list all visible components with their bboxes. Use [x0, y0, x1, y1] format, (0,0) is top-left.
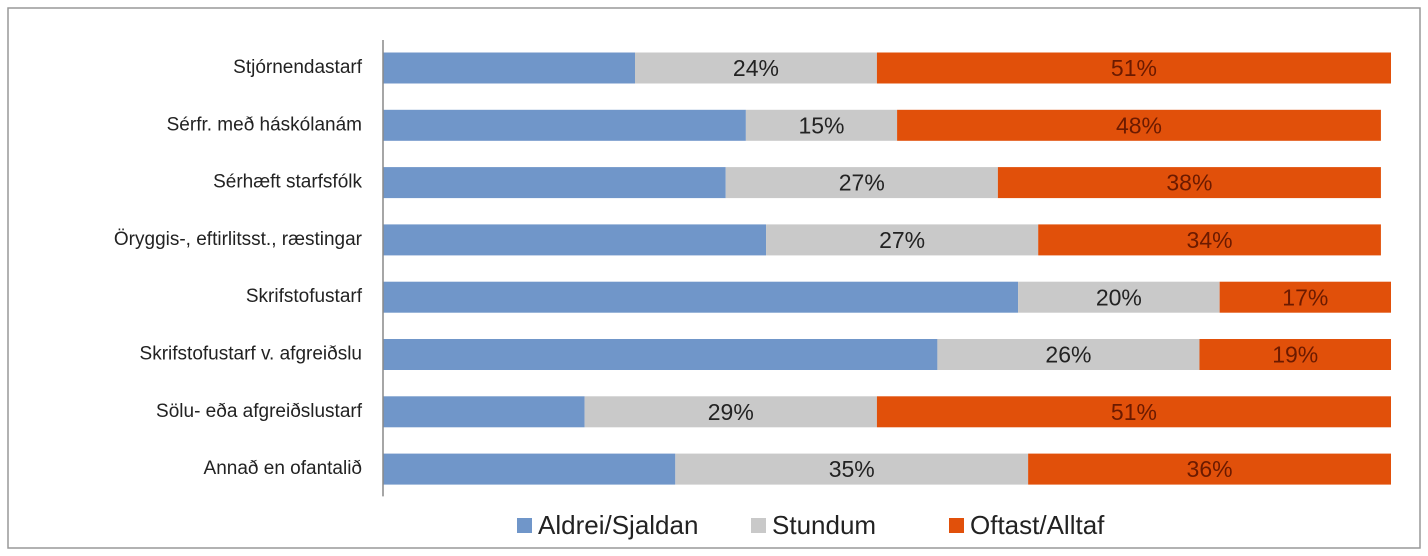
- bar-segment: [383, 109, 746, 141]
- bar-segment: [383, 396, 585, 428]
- data-label: 15%: [798, 112, 844, 138]
- data-label: 29%: [708, 399, 754, 425]
- data-label: 51%: [1111, 55, 1157, 81]
- y-tick-label: Sérhæft starfsfólk: [213, 172, 362, 193]
- bar-segment: [383, 224, 767, 256]
- data-label: 48%: [1116, 112, 1162, 138]
- bar-segment: [1219, 281, 1391, 313]
- y-tick-label: Sölu- eða afgreiðslustarf: [156, 401, 363, 422]
- bar-segment: [383, 453, 676, 485]
- y-tick-label: Öryggis-, eftirlitsst., ræstingar: [114, 229, 363, 250]
- data-label: 36%: [1187, 456, 1233, 482]
- legend-swatch: [517, 518, 532, 533]
- legend-label: Oftast/Alltaf: [970, 510, 1105, 540]
- bar-segment: [766, 224, 1039, 256]
- bar-segment: [383, 52, 635, 84]
- data-label: 34%: [1187, 227, 1233, 253]
- bar-segment: [383, 167, 726, 199]
- y-tick-label: Sérfr. með háskólanám: [167, 114, 362, 135]
- data-label: 38%: [1166, 170, 1212, 196]
- data-label: 27%: [839, 170, 885, 196]
- bar-segment: [1199, 339, 1391, 370]
- bar-segment: [876, 52, 1391, 84]
- bar-segment: [383, 281, 1019, 313]
- data-label: 35%: [829, 456, 875, 482]
- bar-segment: [584, 396, 877, 428]
- y-tick-label: Stjórnendastarf: [233, 57, 363, 78]
- bar-segment: [635, 52, 877, 84]
- bar-segment: [1028, 453, 1391, 485]
- data-label: 24%: [733, 55, 779, 81]
- y-tick-label: Skrifstofustarf: [246, 286, 363, 307]
- bar-segment: [383, 339, 938, 370]
- bar-segment: [876, 396, 1391, 428]
- data-label: 20%: [1096, 284, 1142, 310]
- bar-segment: [897, 109, 1381, 141]
- data-label: 51%: [1111, 399, 1157, 425]
- y-tick-label: Annað en ofantalið: [204, 458, 362, 479]
- y-tick-label: Skrifstofustarf v. afgreiðslu: [140, 344, 362, 365]
- bar-segment: [725, 167, 998, 199]
- bar-segment: [997, 167, 1381, 199]
- legend-label: Stundum: [772, 510, 876, 540]
- bar-segment: [1038, 224, 1381, 256]
- legend-swatch: [949, 518, 964, 533]
- legend-swatch: [751, 518, 766, 533]
- data-label: 19%: [1272, 342, 1318, 368]
- data-label: 17%: [1282, 284, 1328, 310]
- legend-label: Aldrei/Sjaldan: [538, 510, 698, 540]
- bar-segment: [937, 339, 1200, 370]
- data-label: 27%: [879, 227, 925, 253]
- data-label: 26%: [1045, 342, 1091, 368]
- bar-segment: [1018, 281, 1220, 313]
- bar-segment: [745, 109, 898, 141]
- bar-segment: [675, 453, 1029, 485]
